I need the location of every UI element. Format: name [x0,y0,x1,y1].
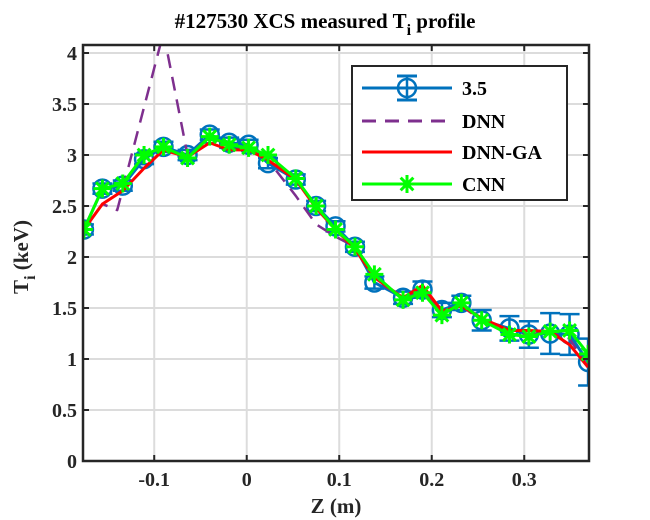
data-point [500,325,519,344]
data-point [541,322,560,341]
legend-item: 3.5 [362,74,487,102]
data-point [519,327,538,346]
legend-label: DNN-GA [462,142,543,164]
y-tick-label: 2 [67,247,77,269]
x-tick-label: 0.2 [419,469,444,491]
x-tick-label: 0.3 [512,469,537,491]
x-tick-label: 0.1 [327,469,352,491]
y-tick-label: 2.5 [52,196,77,218]
chart-title: #127530 XCS measured Ti profile [175,9,476,39]
x-tick-label: 0 [242,469,252,491]
data-point [135,146,154,164]
data-point [345,237,364,256]
y-tick-label: 3 [67,145,77,167]
x-tick-label: -0.1 [138,469,170,491]
legend-label: 3.5 [462,78,487,100]
data-point [200,127,219,146]
legend-marker [396,77,418,99]
data-point [113,174,132,193]
data-point [394,290,413,309]
legend-label: DNN [462,111,506,133]
y-tick-label: 1.5 [52,298,77,320]
data-point [413,283,432,302]
data-point [432,306,451,325]
legend-item: DNN [362,111,506,133]
legend-item: DNN-GA [362,142,543,164]
x-axis-label: Z (m) [311,494,362,518]
data-point [286,169,305,188]
y-tick-label: 4 [67,43,77,65]
y-tick-label: 1 [67,349,77,371]
legend-marker [398,175,416,193]
data-point [560,321,579,340]
data-point [154,137,173,156]
data-point [93,179,112,198]
legend-box [351,65,568,201]
data-point [472,311,491,330]
axes-box [81,43,591,463]
y-tick-label: 3.5 [52,94,77,116]
ticks: -0.1 0 0.1 0.2 0.3 0 0.5 1 1.5 2 2.5 3 3.5 4 [52,43,589,491]
y-tick-label: 0.5 [52,400,77,422]
data-point [452,293,471,312]
data-point [365,265,384,284]
legend-label: CNN [462,174,506,196]
data-point [259,146,278,164]
data-point [326,220,345,239]
data-point [307,197,326,215]
legend: 3.5 DNN DNN-GA CNN [351,65,568,201]
legend-item: CNN [362,174,506,196]
data-point [220,135,239,154]
y-axis-label: Ti (keV) [9,220,39,294]
y-tick-label: 0 [67,451,77,473]
data-point [239,138,258,157]
series-cnn [83,127,589,363]
data-point [178,149,197,168]
